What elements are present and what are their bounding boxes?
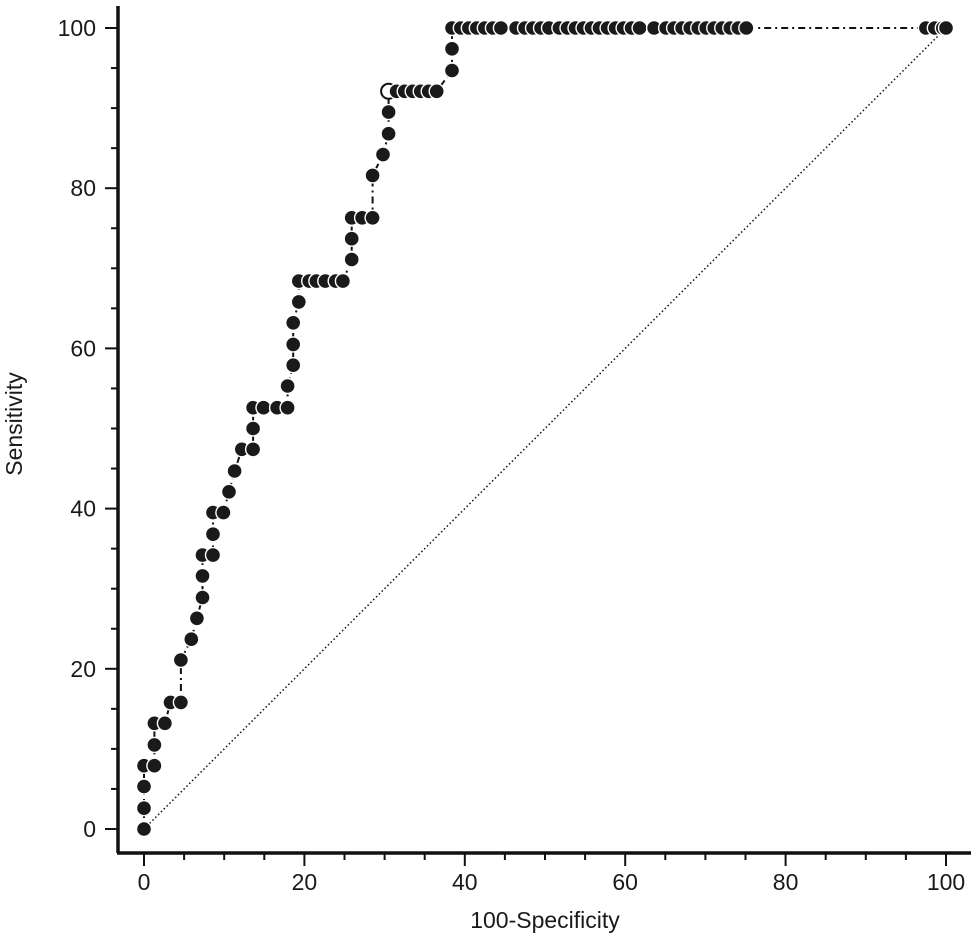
roc-point	[279, 399, 296, 416]
roc-point	[343, 251, 360, 268]
roc-point	[380, 103, 397, 121]
y-tick-label: 100	[58, 15, 96, 41]
roc-point	[156, 715, 174, 732]
x-tick-label: 60	[612, 869, 638, 895]
x-tick-label: 40	[452, 869, 478, 895]
roc-point	[220, 483, 238, 500]
roc-point	[364, 167, 381, 184]
y-tick-label: 40	[70, 496, 96, 522]
roc-point	[135, 778, 153, 795]
roc-point	[334, 272, 352, 290]
roc-point	[738, 19, 755, 37]
roc-point	[364, 209, 381, 227]
roc-point	[443, 40, 461, 57]
roc-point	[204, 526, 222, 543]
roc-point	[172, 651, 190, 669]
roc-point	[194, 567, 211, 585]
x-tick-label: 20	[292, 869, 318, 895]
roc-point	[285, 357, 302, 374]
roc-point	[290, 293, 307, 311]
roc-point	[172, 694, 190, 711]
roc-point	[937, 19, 955, 37]
roc-point	[244, 420, 262, 437]
x-axis-title: 100-Specificity	[470, 907, 620, 933]
x-tick-label: 100	[927, 869, 965, 895]
roc-point	[285, 314, 302, 331]
roc-point	[428, 83, 445, 100]
roc-point	[194, 589, 211, 606]
roc-curve	[143, 27, 946, 829]
roc-point	[135, 820, 153, 838]
x-tick-label: 0	[138, 869, 151, 895]
roc-point	[244, 441, 262, 458]
reference-diagonal	[143, 27, 947, 830]
roc-point	[183, 631, 200, 648]
roc-point	[146, 757, 163, 774]
y-tick-label: 0	[83, 816, 96, 842]
roc-point	[135, 800, 153, 817]
x-tick-label: 80	[773, 869, 799, 895]
roc-point	[343, 230, 360, 247]
y-tick-label: 20	[70, 656, 96, 682]
roc-point	[188, 610, 206, 627]
roc-point	[285, 336, 302, 353]
y-tick-label: 80	[70, 175, 96, 201]
roc-points	[135, 19, 955, 838]
roc-point	[492, 19, 510, 37]
roc-point	[226, 462, 243, 480]
roc-point	[380, 125, 397, 142]
y-tick-label: 60	[70, 335, 96, 361]
roc-point	[374, 146, 392, 163]
y-axis-title: Sensitivity	[1, 372, 27, 476]
axis-ticks	[105, 27, 947, 866]
roc-point	[146, 736, 163, 754]
roc-point	[631, 19, 648, 37]
roc-point	[279, 377, 296, 395]
tick-labels: 0 20 40 60 80 100 0 20 40 60 80 100	[58, 15, 966, 895]
roc-point	[215, 504, 232, 521]
roc-point	[255, 399, 272, 416]
roc-point	[204, 546, 222, 564]
roc-point	[443, 62, 461, 79]
